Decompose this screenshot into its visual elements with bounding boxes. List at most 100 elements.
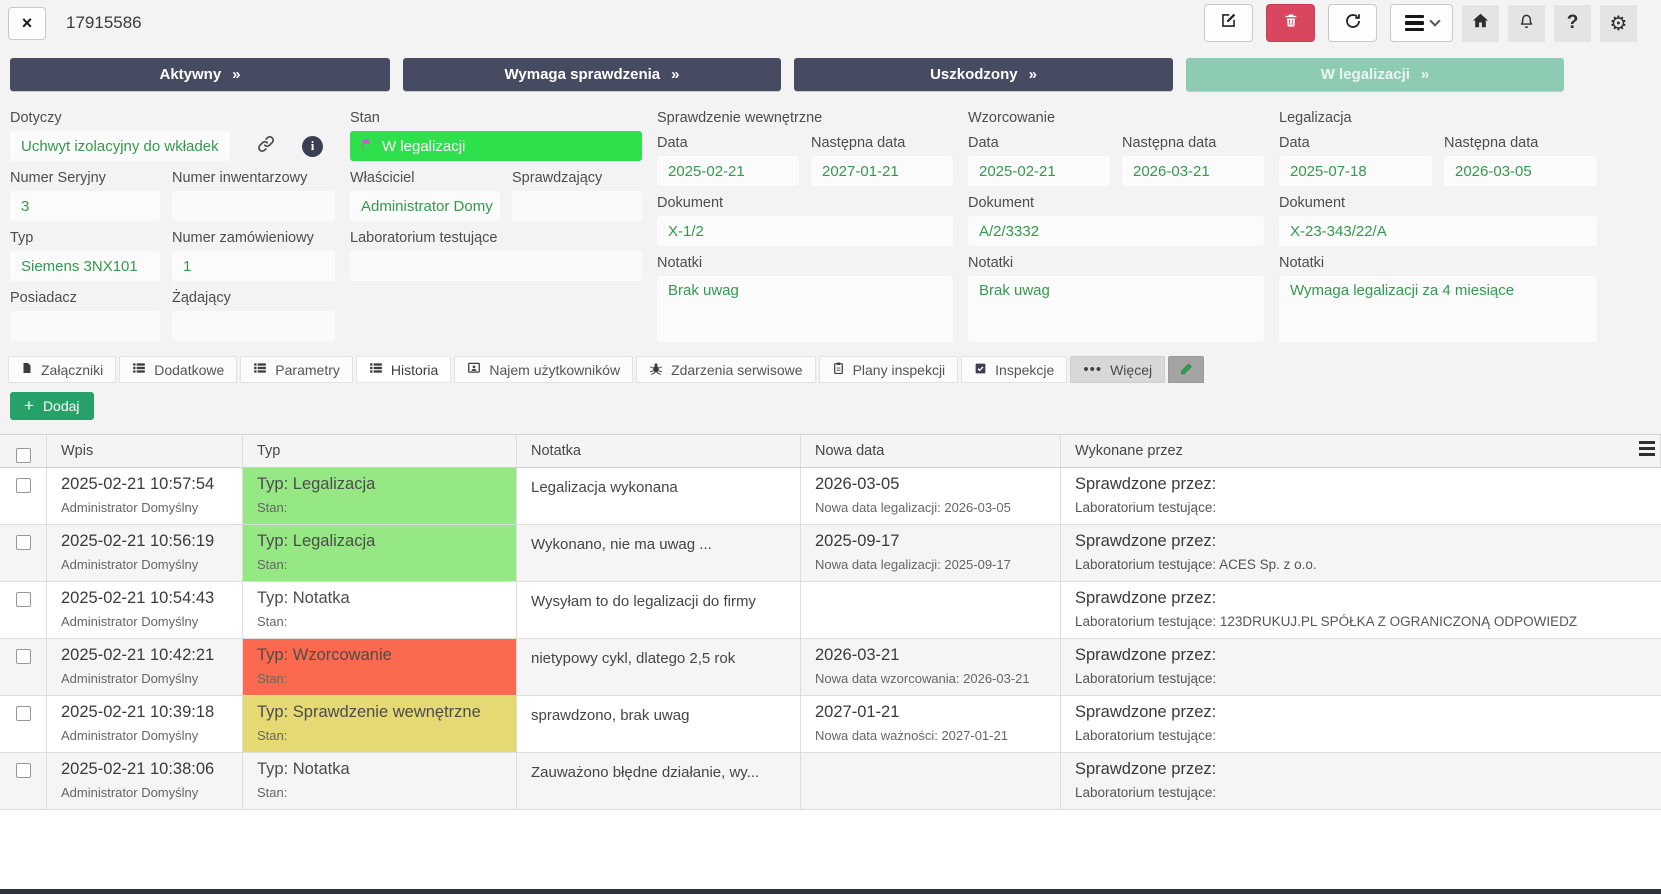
testing-lab: Laboratorium testujące:: [1075, 728, 1217, 743]
file-icon: [21, 361, 33, 378]
table-menu-icon[interactable]: [1639, 441, 1655, 456]
wlasciciel-field[interactable]: Administrator Domy: [350, 191, 500, 221]
notifications-button[interactable]: [1508, 4, 1545, 42]
pencil-icon: [1179, 361, 1194, 379]
sprawdzajacy-field[interactable]: [512, 191, 642, 221]
data-field[interactable]: 2025-07-18: [1279, 156, 1432, 186]
dokument-field[interactable]: A/2/3332: [968, 216, 1264, 246]
new-date-detail: Nowa data legalizacji: 2025-09-17: [815, 557, 1011, 572]
posiadacz-field[interactable]: [10, 311, 160, 341]
column-header-notatka[interactable]: Notatka: [517, 435, 801, 467]
dokument-field[interactable]: X-1/2: [657, 216, 953, 246]
notatki-field[interactable]: Brak uwag: [657, 276, 953, 342]
check-square-icon: [974, 362, 987, 378]
wpis-cell: 2025-02-21 10:42:21 Administrator Domyśl…: [47, 639, 243, 695]
data-field[interactable]: 2025-02-21: [968, 156, 1110, 186]
notatki-field[interactable]: Brak uwag: [968, 276, 1264, 342]
zadajacy-label: Żądający: [172, 290, 231, 306]
tab-parametry[interactable]: Parametry: [240, 356, 353, 383]
laboratorium-field[interactable]: [350, 251, 642, 281]
column-header-typ[interactable]: Typ: [243, 435, 517, 467]
testing-lab: Laboratorium testujące:: [1075, 785, 1217, 800]
checked-by: Sprawdzone przez:: [1075, 589, 1217, 607]
info-icon[interactable]: i: [302, 135, 323, 157]
select-all-checkbox[interactable]: [15, 447, 31, 463]
column-header-wykonane-przez[interactable]: Wykonane przez: [1061, 435, 1661, 467]
nastepna-data-field[interactable]: 2026-03-05: [1444, 156, 1597, 186]
entry-type: Typ: Notatka: [257, 589, 350, 607]
wykonane-przez-cell: Sprawdzone przez: Laboratorium testujące…: [1061, 753, 1661, 809]
notatka-cell: Zauważono błędne działanie, wy...: [517, 753, 801, 809]
row-checkbox[interactable]: [15, 706, 31, 721]
detail-tabs: Załączniki Dodatkowe Parametry Historia …: [0, 354, 1661, 383]
hamburger-icon: [1404, 14, 1424, 32]
section-legalizacja: Legalizacja Data 2025-07-18 Następna dat…: [1279, 101, 1597, 342]
refresh-icon: [1344, 12, 1362, 35]
entry-type: Typ: Legalizacja: [257, 475, 376, 493]
nastepna-data-field[interactable]: 2026-03-21: [1122, 156, 1264, 186]
status-button-w-legalizacji[interactable]: W legalizacji»: [1186, 58, 1564, 91]
stan-field[interactable]: W legalizacji: [350, 131, 642, 161]
row-checkbox[interactable]: [15, 763, 31, 778]
data-field[interactable]: 2025-02-21: [657, 156, 799, 186]
row-checkbox[interactable]: [15, 649, 31, 664]
list-icon: [132, 361, 146, 378]
edit-tabs-button[interactable]: [1168, 356, 1205, 383]
home-button[interactable]: [1462, 4, 1499, 42]
row-select-cell: [0, 468, 47, 524]
new-date-detail: Nowa data ważności: 2027-01-21: [815, 728, 1008, 743]
nowa-data-cell: 2027-01-21 Nowa data ważności: 2027-01-2…: [801, 696, 1061, 752]
tab-zalaczniki[interactable]: Załączniki: [8, 356, 117, 383]
delete-button[interactable]: [1266, 4, 1315, 42]
typ-label: Typ: [10, 230, 34, 246]
entry-author: Administrator Domyślny: [61, 557, 199, 572]
posiadacz-label: Posiadacz: [10, 290, 77, 306]
tab-historia[interactable]: Historia: [355, 356, 452, 383]
double-chevron-icon: »: [1420, 66, 1430, 83]
row-checkbox[interactable]: [15, 535, 31, 550]
column-header-wpis[interactable]: Wpis: [47, 435, 243, 467]
refresh-button[interactable]: [1328, 4, 1377, 42]
entry-timestamp: 2025-02-21 10:54:43: [61, 589, 215, 607]
row-checkbox[interactable]: [15, 592, 31, 607]
table-row: 2025-02-21 10:39:18 Administrator Domyśl…: [0, 696, 1661, 753]
numer-seryjny-field[interactable]: 3: [10, 191, 160, 221]
status-button-aktywny[interactable]: Aktywny»: [10, 58, 390, 91]
add-button[interactable]: + Dodaj: [10, 392, 94, 420]
typ-field[interactable]: Siemens 3NX101: [10, 251, 160, 281]
section-title: Sprawdzenie wewnętrzne: [657, 110, 823, 126]
status-button-wymaga-sprawdzenia[interactable]: Wymaga sprawdzenia»: [403, 58, 781, 91]
checked-by: Sprawdzone przez:: [1075, 760, 1217, 778]
tab-inspekcje[interactable]: Inspekcje: [961, 356, 1068, 383]
dokument-field[interactable]: X-23-343/22/A: [1279, 216, 1597, 246]
row-checkbox[interactable]: [15, 478, 31, 493]
row-select-cell: [0, 639, 47, 695]
numer-zamowieniowy-field[interactable]: 1: [172, 251, 335, 281]
table-row: 2025-02-21 10:38:06 Administrator Domyśl…: [0, 753, 1661, 810]
tab-najem-uzytkownikow[interactable]: Najem użytkowników: [454, 356, 634, 383]
tab-zdarzenia-serwisowe[interactable]: Zdarzenia serwisowe: [636, 356, 816, 383]
notatki-field[interactable]: Wymaga legalizacji za 4 miesiące: [1279, 276, 1597, 342]
tab-wiecej[interactable]: ••• Więcej: [1070, 356, 1166, 383]
zadajacy-field[interactable]: [172, 311, 335, 341]
dotyczy-field[interactable]: Uchwyt izolacyjny do wkładek: [10, 131, 230, 161]
help-button[interactable]: ?: [1554, 4, 1591, 42]
tab-dodatkowe[interactable]: Dodatkowe: [119, 356, 238, 383]
table-row: 2025-02-21 10:42:21 Administrator Domyśl…: [0, 639, 1661, 696]
nastepna-data-field[interactable]: 2027-01-21: [811, 156, 953, 186]
numer-inwentarzowy-field[interactable]: [172, 191, 335, 221]
entry-stan: Stan:: [257, 500, 288, 515]
edit-button[interactable]: [1204, 4, 1253, 42]
close-button[interactable]: ×: [8, 6, 46, 40]
entry-stan: Stan:: [257, 557, 288, 572]
settings-button[interactable]: ⚙: [1600, 4, 1637, 42]
actions-menu-button[interactable]: [1390, 4, 1453, 42]
tab-plany-inspekcji[interactable]: Plany inspekcji: [818, 356, 959, 383]
entry-timestamp: 2025-02-21 10:42:21: [61, 646, 215, 664]
status-button-uszkodzony[interactable]: Uszkodzony»: [794, 58, 1173, 91]
column-header-nowa-data[interactable]: Nowa data: [801, 435, 1061, 467]
link-icon[interactable]: [256, 134, 276, 159]
entry-timestamp: 2025-02-21 10:39:18: [61, 703, 215, 721]
row-select-cell: [0, 525, 47, 581]
testing-lab: Laboratorium testujące: ACES Sp. z o.o.: [1075, 557, 1317, 572]
